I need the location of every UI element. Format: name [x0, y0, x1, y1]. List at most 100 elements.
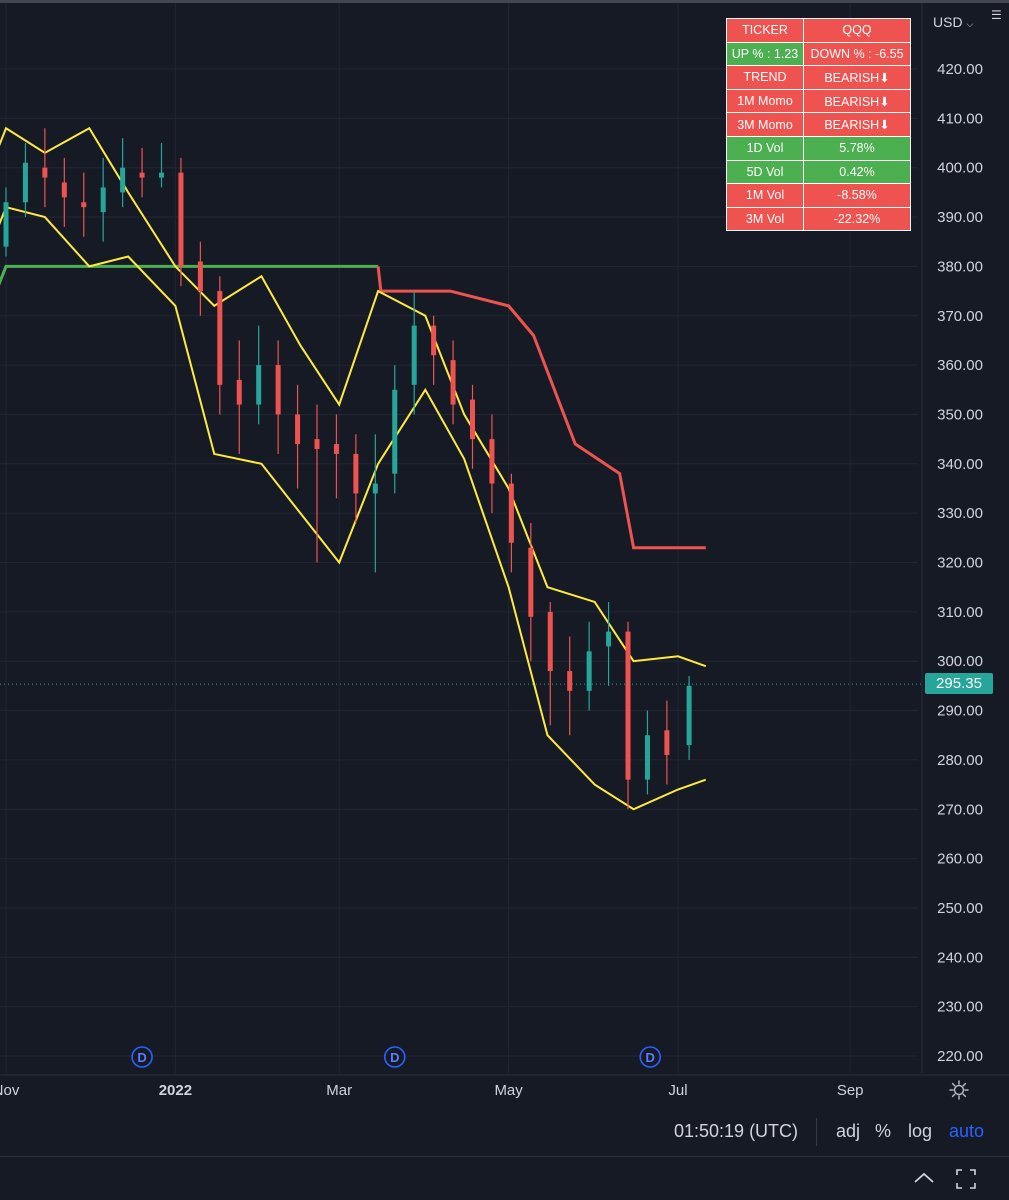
time-axis-label: Nov: [0, 1082, 20, 1099]
price-axis[interactable]: 420.00 410.00 400.00 390.00 380.00 370.00 360.…: [937, 61, 983, 1065]
price-axis-label: 420.00: [937, 61, 983, 78]
candle: [644, 710, 650, 795]
ticker-table-value: BEARISH⬇: [803, 112, 911, 137]
candle-body: [256, 365, 262, 405]
candle-body: [644, 735, 650, 780]
dividend-marker-circle: [639, 1046, 662, 1068]
more-menu-icon[interactable]: ☰: [991, 8, 1002, 22]
candle-body: [411, 325, 417, 385]
candle-body: [353, 453, 359, 494]
candlestick-series: [3, 128, 692, 810]
dividend-marker[interactable]: D: [383, 1046, 406, 1068]
price-axis-label: 290.00: [937, 703, 983, 720]
candle: [686, 676, 692, 760]
price-axis-label: 400.00: [937, 160, 983, 177]
window-top-border: [0, 0, 1009, 3]
candle-body: [686, 685, 692, 746]
candle: [625, 621, 631, 810]
ticker-table-row: UP % : 1.23 DOWN % : -6.55: [726, 41, 911, 67]
candle-body: [664, 730, 670, 755]
time-axis-label: Jul: [668, 1082, 687, 1099]
ticker-table-label: UP % : 1.23: [726, 41, 804, 67]
log-scale-button[interactable]: log: [908, 1121, 933, 1141]
price-axis-label: 320.00: [937, 555, 983, 572]
footer-bar: [0, 1156, 1009, 1200]
time-axis[interactable]: Nov 2022 Mar May Jul Sep: [0, 1082, 864, 1099]
gear-icon[interactable]: [948, 1079, 970, 1101]
footer-divider: [0, 1156, 1009, 1157]
price-axis-label: 270.00: [937, 801, 983, 818]
candle-body: [139, 172, 145, 178]
dividend-marker-circle: [131, 1046, 153, 1068]
chevron-up-icon[interactable]: [912, 1166, 936, 1190]
chevron-down-icon: ⌵: [966, 19, 974, 29]
time-axis-label: May: [494, 1082, 523, 1099]
candle-body: [431, 325, 437, 356]
price-axis-label: 330.00: [937, 505, 983, 522]
trailing-stop-bullish: [0, 264, 379, 286]
candle: [664, 700, 670, 785]
price-axis-label: 310.00: [937, 604, 983, 621]
candle: [22, 143, 28, 218]
candle: [178, 157, 184, 287]
ticker-table-row: 3M Vol -22.32%: [726, 206, 911, 232]
candle: [61, 157, 67, 227]
ticker-stats-table: TICKER QQQ UP % : 1.23 DOWN % : -6.55 TREND B…: [726, 18, 911, 232]
dividend-marker[interactable]: D: [131, 1046, 153, 1068]
candle: [528, 523, 534, 662]
candle-body: [295, 414, 301, 445]
candle-body: [547, 611, 553, 672]
candle-body: [528, 547, 534, 617]
adjust-data-button[interactable]: adj: [836, 1121, 861, 1141]
candle-body: [392, 389, 398, 474]
candle-body: [508, 483, 514, 543]
currency-selector[interactable]: USD ⌵: [933, 14, 973, 30]
ticker-table-value: -22.32%: [803, 206, 911, 232]
chart-grid: [0, 3, 1009, 1076]
bottom-toolbar: 01:50:19 (UTC) adj % log auto: [0, 1106, 1009, 1156]
candle-body: [450, 360, 456, 405]
price-axis-label: 350.00: [937, 406, 983, 423]
price-axis-label: 380.00: [937, 258, 983, 275]
price-axis-label: 370.00: [937, 308, 983, 325]
candle-body: [61, 182, 67, 198]
candle-body: [372, 483, 378, 494]
candle: [42, 128, 48, 208]
ticker-table-row: 1M Vol -8.58%: [726, 183, 911, 208]
candle: [314, 404, 320, 563]
candle-body: [3, 202, 9, 247]
trailing-stop-line: [0, 264, 706, 550]
percent-scale-button[interactable]: %: [875, 1121, 892, 1141]
candle-body: [625, 631, 631, 780]
fullscreen-icon[interactable]: [955, 1168, 977, 1190]
candle-body: [22, 162, 28, 203]
candle: [567, 636, 573, 736]
ticker-table-value: 5.78%: [803, 135, 911, 161]
candle-body: [159, 172, 165, 178]
candle-body: [120, 167, 126, 193]
candle-body: [236, 379, 242, 405]
candle: [81, 172, 87, 237]
candle: [256, 325, 262, 425]
dividend-marker[interactable]: D: [639, 1046, 662, 1068]
candle: [333, 414, 339, 499]
ticker-table-row: 3M Momo BEARISH⬇: [726, 112, 911, 137]
candle-body: [489, 439, 495, 484]
price-axis-label: 220.00: [937, 1048, 983, 1065]
candle: [100, 157, 106, 242]
ticker-table-value: BEARISH⬇: [803, 88, 911, 114]
candle: [3, 187, 9, 257]
ticker-table-value: 0.42%: [803, 159, 911, 185]
auto-scale-button[interactable]: auto: [949, 1121, 985, 1141]
price-axis-label: 360.00: [937, 357, 983, 374]
candle: [470, 384, 476, 469]
price-axis-label: 340.00: [937, 456, 983, 473]
ticker-table-label: TICKER: [726, 18, 804, 43]
candle-body: [42, 167, 48, 178]
price-axis-label: 410.00: [937, 110, 983, 127]
candle: [236, 340, 242, 454]
ticker-table-label: 1D Vol: [726, 135, 804, 161]
candle-body: [567, 671, 573, 691]
